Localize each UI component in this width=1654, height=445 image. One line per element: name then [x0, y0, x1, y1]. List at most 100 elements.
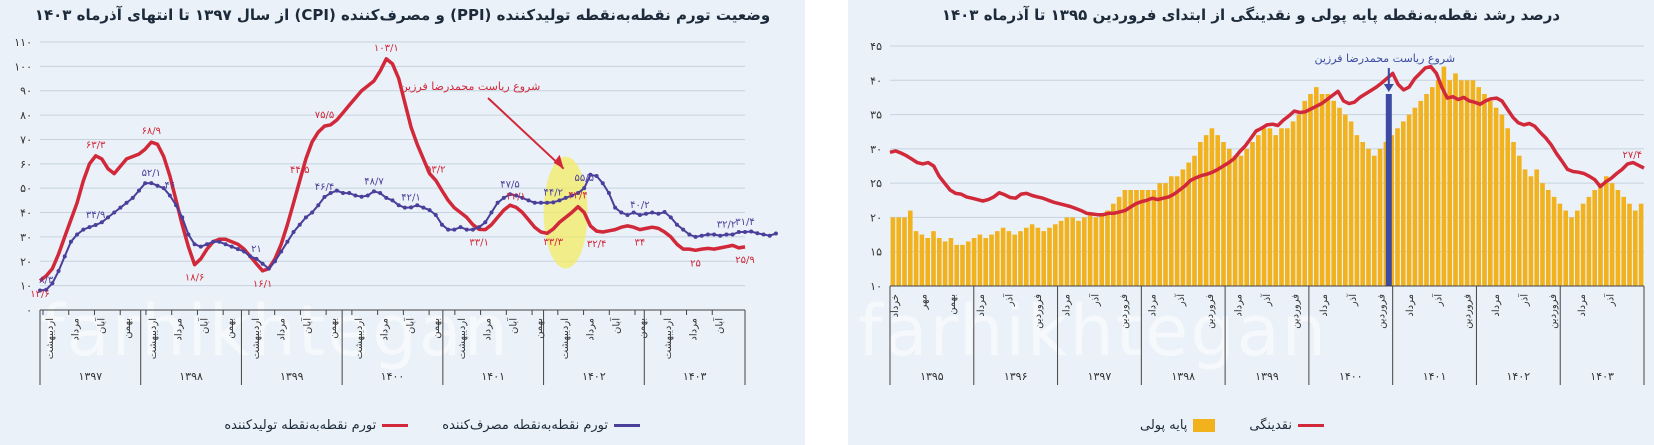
data-label: ۱۶/۱	[253, 279, 272, 290]
bar-monetary-base	[1412, 107, 1418, 286]
data-point-cpi	[174, 203, 179, 208]
bar-monetary-base	[919, 234, 925, 286]
x-month-label: آبان	[712, 317, 725, 334]
data-point-cpi	[149, 181, 154, 186]
data-point-cpi	[211, 239, 216, 244]
data-point-cpi	[439, 222, 444, 227]
legend-label-liquidity: نقدینگی	[1249, 418, 1292, 433]
data-point-cpi	[316, 203, 321, 208]
bar-monetary-base	[1325, 94, 1331, 286]
bar-monetary-base	[1569, 217, 1574, 286]
bar-monetary-base	[1053, 224, 1058, 286]
data-point-cpi	[167, 193, 172, 198]
bar-monetary-base	[925, 238, 930, 286]
bar-monetary-base	[1430, 87, 1435, 287]
data-label: ۸/۳	[39, 275, 54, 286]
bar-monetary-base	[1279, 128, 1284, 286]
bar-monetary-base	[1221, 142, 1226, 286]
x-year-label: ۱۳۹۶	[1004, 370, 1028, 383]
y-tick-label: ۳۰	[20, 231, 32, 244]
data-label: ۲۵	[690, 258, 701, 269]
bar-monetary-base	[1314, 87, 1319, 287]
data-point-cpi	[464, 227, 469, 232]
data-point-cpi	[458, 225, 463, 230]
bar-monetary-base	[1064, 217, 1070, 286]
ppi-cpi-chart-panel: وضعیت تورم نقطه‌به‌نقطه تولیدکننده (PPI)…	[0, 0, 805, 445]
y-tick-label: ۱۱۰	[14, 36, 32, 49]
data-point-cpi	[56, 269, 61, 274]
bar-monetary-base	[1082, 217, 1087, 286]
data-point-cpi	[365, 193, 370, 198]
bar-monetary-base	[1012, 234, 1017, 286]
data-point-cpi	[483, 220, 488, 225]
data-point-cpi	[248, 254, 253, 259]
data-point-cpi	[576, 191, 581, 196]
y-tick-label: ۲۰	[20, 255, 32, 268]
data-point-cpi	[427, 208, 432, 213]
data-point-cpi	[279, 249, 284, 254]
bar-monetary-base	[1615, 190, 1621, 286]
bar-monetary-base	[1563, 210, 1568, 286]
data-point-cpi	[75, 232, 80, 237]
data-point-cpi	[588, 172, 593, 177]
x-month-label: اردیبهشت	[148, 318, 159, 359]
data-label: ۴۰/۲	[630, 200, 649, 211]
x-year-label: ۱۳۹۷	[1088, 370, 1112, 383]
data-point-cpi	[743, 230, 747, 235]
bar-monetary-base	[1145, 190, 1151, 286]
x-year-label: ۱۴۰۳	[683, 370, 707, 383]
bar-monetary-base	[1493, 107, 1499, 286]
bar-monetary-base	[937, 238, 942, 286]
bar-monetary-base	[1151, 190, 1157, 286]
x-month-label: مرداد	[1577, 294, 1588, 317]
x-month-label: خرداد	[890, 294, 901, 317]
bar-monetary-base	[1517, 155, 1522, 286]
x-month-label: آذر	[1346, 293, 1359, 307]
data-label: ۱۰۳/۱	[374, 43, 399, 54]
y-tick-label: ۰	[26, 304, 32, 317]
data-point-cpi	[334, 188, 339, 193]
x-month-label: فروردین	[1205, 294, 1216, 329]
bar-monetary-base	[1244, 148, 1249, 286]
legend-item-liquidity: نقدینگی	[1249, 418, 1324, 433]
legend-money-growth: نقدینگی پایه پولی	[1106, 418, 1324, 433]
bar-monetary-base	[1470, 80, 1476, 287]
data-label: ۱۲/۶	[30, 289, 49, 300]
bar-monetary-base	[1186, 162, 1191, 286]
y-tick-label: ۵۰	[20, 182, 32, 195]
data-label: ۱۸/۶	[185, 273, 204, 284]
x-month-label: فروردین	[1376, 294, 1387, 329]
bar-monetary-base	[1540, 183, 1545, 286]
bar-monetary-base	[908, 210, 913, 286]
x-month-label: آبان	[506, 317, 519, 334]
bar-monetary-base	[1099, 214, 1104, 286]
legend-item-monetary-base: پایه پولی	[1140, 418, 1216, 433]
x-month-label: آبان	[197, 317, 210, 334]
x-month-label: آذر	[1174, 293, 1187, 307]
data-point-cpi	[563, 195, 568, 200]
data-point-cpi	[569, 193, 574, 198]
bar-monetary-base	[1586, 196, 1592, 286]
data-point-cpi	[359, 194, 364, 199]
bar-monetary-base	[1580, 203, 1586, 286]
x-month-label: مرداد	[1062, 294, 1073, 317]
data-point-cpi	[545, 200, 550, 205]
bar-monetary-base	[1424, 94, 1429, 286]
data-point-cpi	[755, 231, 760, 236]
bar-monetary-base	[913, 231, 919, 286]
bar-monetary-base	[1290, 121, 1296, 286]
y-tick-label: ۴۰	[870, 74, 882, 87]
y-tick-label: ۲۵	[870, 177, 882, 190]
x-month-label: بهمن	[431, 318, 442, 339]
bar-monetary-base	[1111, 203, 1116, 286]
x-month-label: بهمن	[534, 318, 545, 339]
bar-monetary-base	[1198, 142, 1203, 286]
bar-monetary-base	[1296, 114, 1302, 286]
y-tick-label: ۸۰	[20, 109, 32, 122]
bar-monetary-base	[1227, 148, 1232, 286]
x-month-label: آذر	[1603, 293, 1616, 307]
data-label: ۳۱/۴	[735, 217, 754, 228]
data-point-cpi	[761, 232, 766, 237]
x-month-label: فروردین	[1462, 294, 1473, 329]
legend-item-cpi: تورم نقطه‌به‌نقطه مصرف‌کننده	[442, 418, 640, 433]
